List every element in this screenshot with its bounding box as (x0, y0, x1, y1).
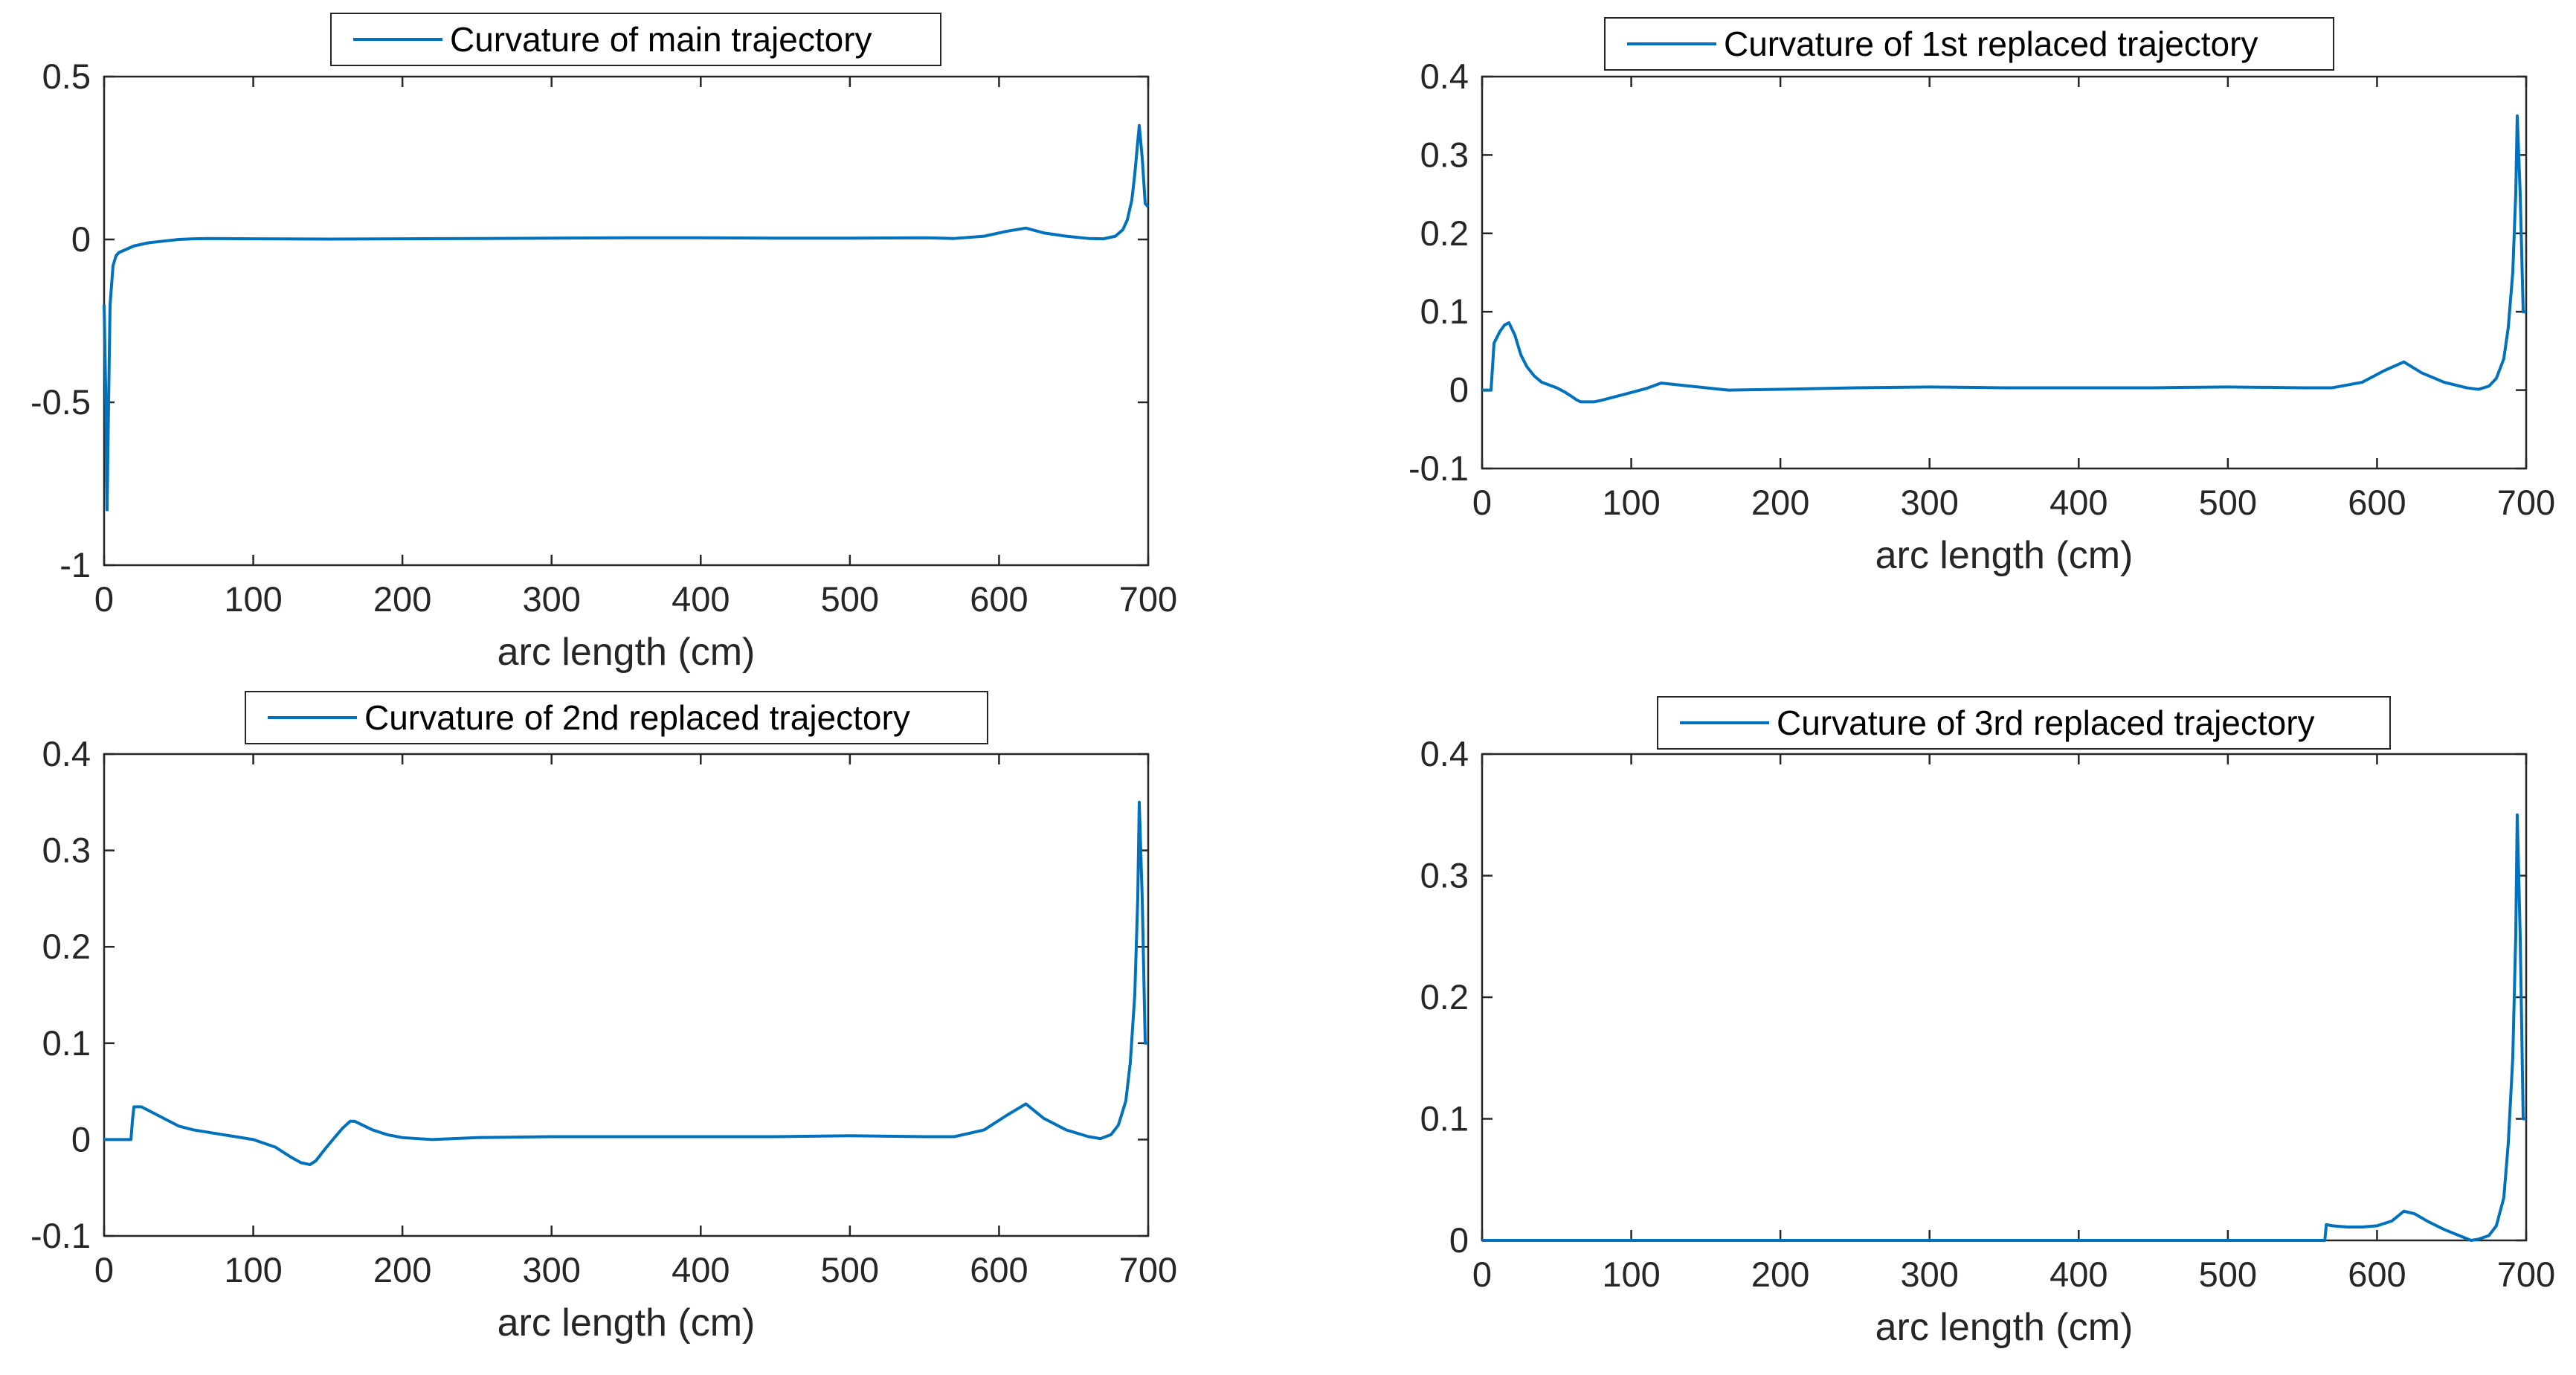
x-tick-label: 500 (2199, 483, 2257, 522)
x-tick-label: 400 (2049, 483, 2108, 522)
legend-box (1604, 17, 2334, 71)
y-tick-label: 0 (1449, 370, 1469, 410)
subplot-3: 0 100 200 300 400 500 600 700-0.100.10.20.30.4a… (30, 691, 1177, 1345)
axes-box (1481, 75, 2528, 470)
x-tick-label: 500 (821, 579, 879, 619)
subplot-2: 0 100 200 300 400 500 600 700-0.100.10.20.30.4a… (1408, 17, 2555, 577)
x-tick-label: 0 (1472, 1255, 1492, 1294)
legend-label: Curvature of 3rd replaced trajectory (1777, 703, 2315, 742)
legend-box (1657, 696, 2391, 750)
x-tick-label: 0 (94, 1250, 114, 1289)
x-tick-label: 0 (94, 579, 114, 619)
axes-box (103, 753, 1150, 1237)
x-tick-label: 700 (2497, 1255, 2555, 1294)
y-tick-label: 0.2 (1420, 977, 1469, 1017)
x-axis-title: arc length (cm) (498, 631, 756, 674)
series-line (103, 123, 1150, 512)
series-line (1482, 813, 2526, 1242)
x-tick-label: 200 (373, 1250, 431, 1289)
series-line (104, 800, 1148, 1167)
y-tick-label: 0.5 (42, 57, 91, 96)
x-axis-title: arc length (cm) (1875, 1306, 2134, 1349)
x-axis-title: arc length (cm) (498, 1301, 756, 1345)
y-tick-label: -1 (59, 545, 91, 585)
x-tick-label: 100 (1602, 1255, 1660, 1294)
x-tick-label: 100 (224, 1250, 282, 1289)
x-tick-label: 200 (373, 579, 431, 619)
y-tick-label: -0.5 (30, 382, 91, 422)
subplot-4: 0 100 200 300 400 500 600 700 0 0.1 0.2 0.3 0.4 arc l… (1420, 696, 2555, 1349)
x-tick-label: 400 (2049, 1255, 2108, 1294)
y-tick-label: 0.4 (1420, 57, 1469, 96)
x-tick-label: 600 (2348, 483, 2406, 522)
legend-label: Curvature of 1st replaced trajectory (1724, 25, 2258, 63)
y-tick-label: 0 (71, 219, 91, 259)
x-tick-label: 700 (2497, 483, 2555, 522)
x-tick-label: 300 (523, 1250, 581, 1289)
x-tick-label: 600 (970, 579, 1028, 619)
legend: Curvature of 1st replaced trajectory (1604, 17, 2334, 71)
x-tick-label: 200 (1751, 1255, 1809, 1294)
x-tick-label: 600 (970, 1250, 1028, 1289)
x-tick-label: 700 (1119, 579, 1177, 619)
y-tick-label: -0.1 (30, 1216, 91, 1255)
y-tick-label: 0.4 (42, 734, 91, 773)
legend-label: Curvature of 2nd replaced trajectory (364, 698, 910, 737)
x-tick-label: 600 (2348, 1255, 2406, 1294)
legend-box (245, 691, 988, 744)
x-tick-label: 300 (1901, 483, 1959, 522)
x-axis-title: arc length (cm) (1875, 534, 2134, 577)
x-tick-label: 400 (672, 1250, 730, 1289)
y-tick-label: 0.3 (1420, 856, 1469, 895)
legend: Curvature of main trajectory (330, 13, 941, 66)
legend: Curvature of 3rd replaced trajectory (1657, 696, 2391, 750)
x-tick-label: 400 (672, 579, 730, 619)
y-tick-label: 0.3 (42, 831, 91, 870)
y-tick-label: -0.1 (1408, 448, 1469, 488)
y-tick-label: 0.2 (1420, 213, 1469, 253)
y-tick-label: 0.1 (1420, 292, 1469, 331)
x-tick-label: 100 (1602, 483, 1660, 522)
x-tick-label: 500 (2199, 1255, 2257, 1294)
y-tick-label: 0.3 (1420, 135, 1469, 174)
series-line (1482, 114, 2526, 404)
subplot-1: 0 100 200 300 400 500 600 700 -1 -0.5 0 0.5 arc leng… (30, 13, 1177, 674)
x-tick-label: 300 (523, 579, 581, 619)
y-tick-label: 0 (71, 1119, 91, 1159)
y-tick-label: 0.2 (42, 927, 91, 966)
y-tick-label: 0.4 (1420, 734, 1469, 773)
x-tick-label: 500 (821, 1250, 879, 1289)
legend-label: Curvature of main trajectory (450, 20, 872, 59)
y-tick-label: 0.1 (1420, 1099, 1469, 1139)
x-tick-label: 700 (1119, 1250, 1177, 1289)
x-tick-label: 300 (1901, 1255, 1959, 1294)
x-tick-label: 100 (224, 579, 282, 619)
legend: Curvature of 2nd replaced trajectory (245, 691, 988, 744)
y-tick-label: 0.1 (42, 1023, 91, 1063)
x-tick-label: 0 (1472, 483, 1492, 522)
y-tick-label: 0 (1449, 1220, 1469, 1260)
x-tick-label: 200 (1751, 483, 1809, 522)
